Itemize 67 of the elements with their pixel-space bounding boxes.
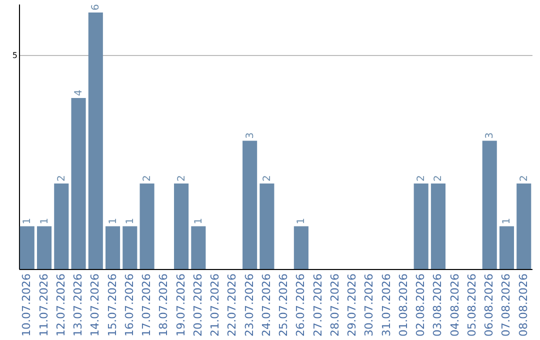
x-tick-label: 05.08.2026 xyxy=(465,274,478,336)
data-label: 2 xyxy=(142,175,154,182)
data-label: 1 xyxy=(193,218,204,224)
x-tick-label: 12.07.2026 xyxy=(54,274,68,336)
x-tick-label: 08.08.2026 xyxy=(516,274,530,336)
bar xyxy=(36,226,52,269)
x-tick-label: 20.07.2026 xyxy=(191,274,204,336)
data-label: 1 xyxy=(22,218,34,224)
bar xyxy=(20,226,34,269)
bar xyxy=(430,184,446,269)
y-tick-label: 5 xyxy=(12,50,18,60)
bar xyxy=(106,226,120,269)
x-tick-label: 26.07.2026 xyxy=(294,274,308,336)
bar xyxy=(499,226,514,269)
bar xyxy=(88,12,103,269)
bar xyxy=(71,98,86,269)
data-label: 1 xyxy=(108,218,119,224)
x-tick-label: 16.07.2026 xyxy=(122,274,136,336)
bar xyxy=(140,184,154,269)
bar xyxy=(414,184,428,269)
x-tick-label: 19.07.2026 xyxy=(174,274,188,336)
data-label: 4 xyxy=(74,90,85,96)
x-tick-label: 31.07.2026 xyxy=(380,274,393,336)
x-tick-label: 15.07.2026 xyxy=(106,274,119,336)
bar xyxy=(191,226,206,269)
x-tick-label: 02.08.2026 xyxy=(414,274,428,336)
bar xyxy=(122,226,138,269)
data-label: 1 xyxy=(124,218,136,224)
x-tick-label: 06.08.2026 xyxy=(482,274,496,336)
x-tick-label: 13.07.2026 xyxy=(72,274,85,336)
data-label: 2 xyxy=(416,175,428,182)
data-label: 3 xyxy=(244,132,256,139)
x-tick-label: 28.07.2026 xyxy=(328,274,342,336)
data-label: 3 xyxy=(484,132,496,139)
data-label: 2 xyxy=(176,175,188,182)
x-tick-label: 18.07.2026 xyxy=(157,274,170,336)
x-tick-label: 17.07.2026 xyxy=(140,274,154,336)
x-tick-label: 23.07.2026 xyxy=(242,274,256,336)
x-tick-label: 14.07.2026 xyxy=(88,274,102,336)
data-label: 2 xyxy=(262,175,273,182)
bar xyxy=(516,184,532,269)
bar xyxy=(260,184,274,269)
data-label: 1 xyxy=(502,218,513,224)
x-tick-label: 29.07.2026 xyxy=(346,274,359,336)
x-tick-label: 24.07.2026 xyxy=(260,274,273,336)
bar xyxy=(54,184,69,269)
x-tick-label: 11.07.2026 xyxy=(37,274,50,336)
data-label: 1 xyxy=(39,218,50,224)
data-label: 6 xyxy=(90,4,102,11)
bar xyxy=(174,184,189,269)
x-tick-label: 27.07.2026 xyxy=(311,274,324,336)
x-tick-label: 30.07.2026 xyxy=(362,274,376,336)
x-tick-label: 21.07.2026 xyxy=(208,274,222,336)
x-tick-label: 25.07.2026 xyxy=(277,274,290,336)
x-tick-label: 04.08.2026 xyxy=(448,274,462,336)
x-tick-label: 03.08.2026 xyxy=(431,274,444,336)
x-tick-label: 07.08.2026 xyxy=(500,274,513,336)
data-label: 1 xyxy=(296,218,308,224)
data-label: 2 xyxy=(433,175,444,182)
x-tick-label: 10.07.2026 xyxy=(20,274,34,336)
bar xyxy=(482,140,497,269)
data-label: 2 xyxy=(56,175,68,182)
bar xyxy=(294,226,308,269)
data-label: 2 xyxy=(518,175,530,182)
bar xyxy=(242,140,258,269)
x-tick-label: 01.08.2026 xyxy=(396,274,410,336)
x-tick-label: 22.07.2026 xyxy=(226,274,239,336)
